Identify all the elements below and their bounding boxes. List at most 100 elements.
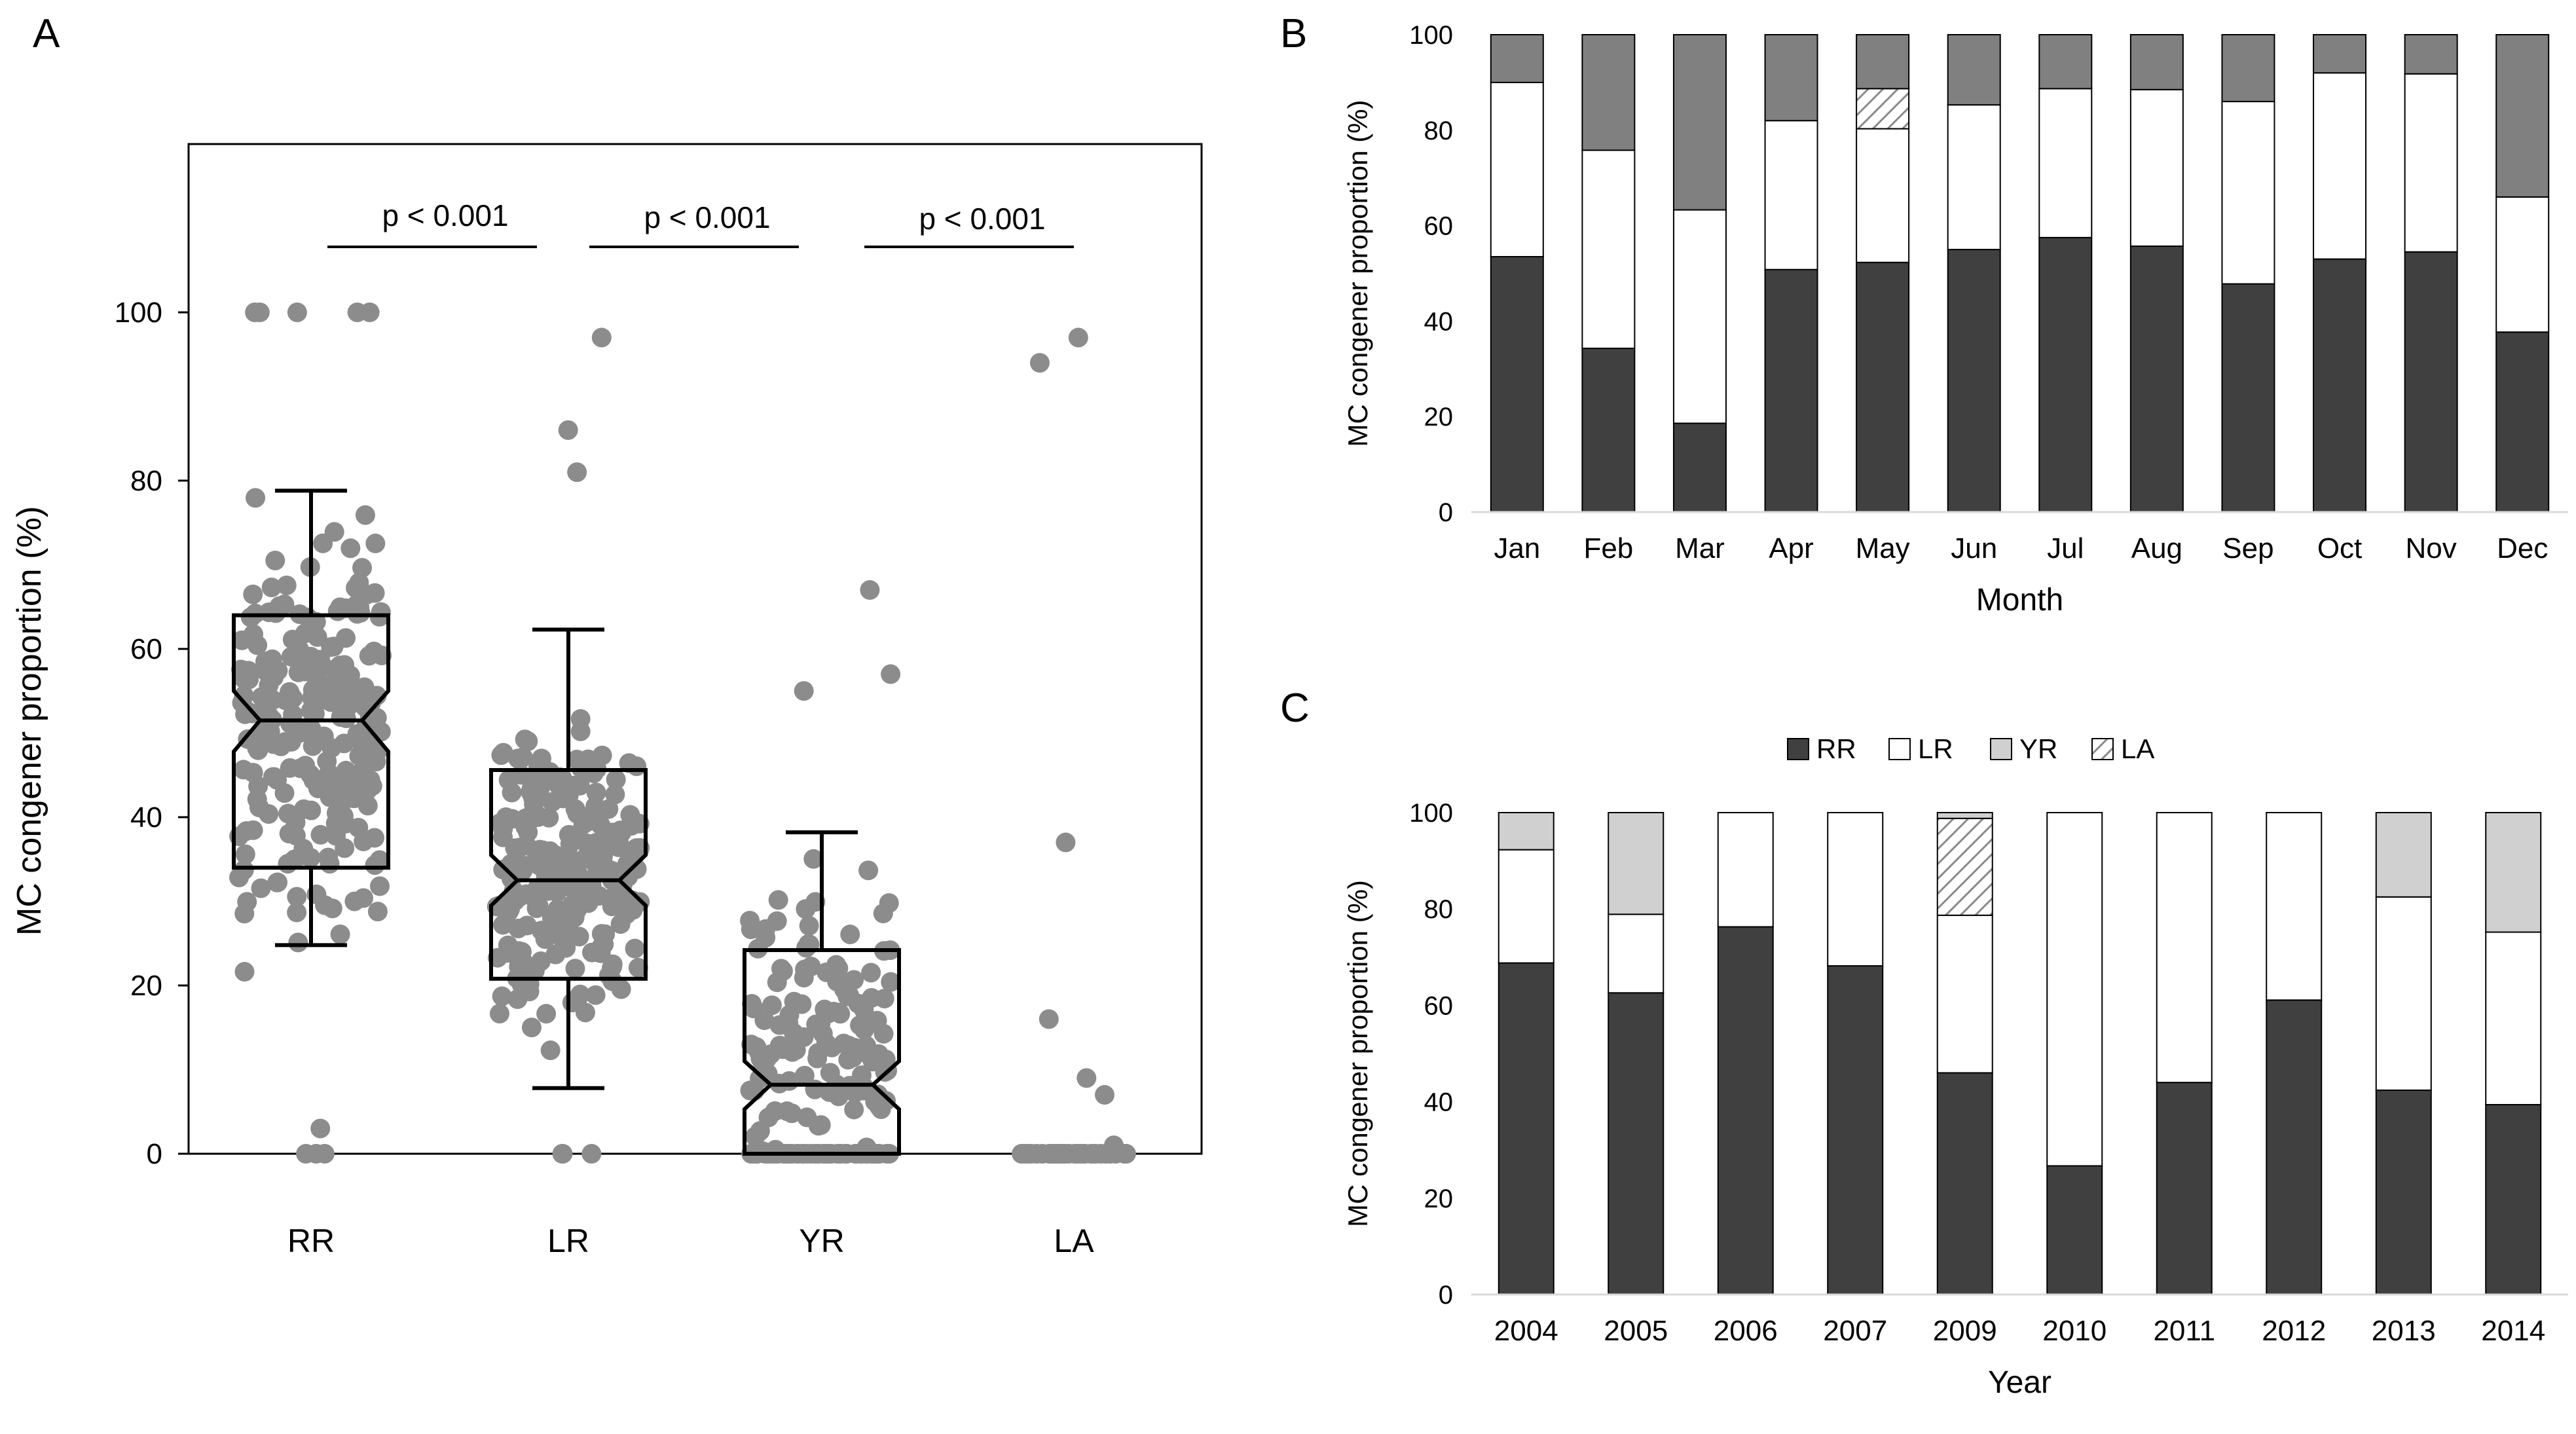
data-point — [243, 584, 263, 604]
data-point — [234, 962, 255, 982]
data-point — [329, 655, 350, 676]
data-point — [768, 890, 788, 910]
data-point — [234, 904, 255, 924]
data-point — [243, 820, 263, 840]
y-tick-label: 60 — [130, 633, 162, 665]
data-point — [320, 854, 340, 874]
x-tick-label: Sep — [2222, 532, 2273, 564]
bar-segment — [2495, 331, 2550, 513]
data-point — [591, 327, 612, 348]
data-point — [808, 1042, 828, 1063]
bar-segment — [2313, 258, 2367, 513]
bar-segment — [2129, 245, 2184, 513]
bar-segment — [1856, 128, 1910, 263]
data-point — [303, 736, 323, 756]
y-tick-label: 40 — [1424, 307, 1454, 336]
bar-segment — [2313, 34, 2367, 74]
data-point — [769, 1035, 790, 1056]
y-tick-label: 80 — [1424, 895, 1454, 924]
bar-segment — [2313, 72, 2367, 260]
bar-segment — [2375, 1089, 2432, 1296]
data-point — [564, 856, 584, 876]
y-axis-title: MC congener proportion (%) — [1342, 880, 1373, 1227]
y-tick-label: 100 — [1409, 21, 1453, 50]
data-point — [628, 957, 648, 978]
data-point — [357, 584, 377, 604]
legend-label: LR — [1918, 733, 1953, 764]
y-tick-label: 100 — [1409, 799, 1453, 828]
data-point — [274, 783, 295, 803]
bar-segment — [2404, 34, 2458, 75]
data-point — [296, 1144, 316, 1164]
data-point — [844, 1099, 864, 1120]
y-tick-label: 20 — [1424, 403, 1454, 432]
x-tick-label: Apr — [1769, 532, 1813, 564]
bar-segment — [2375, 896, 2432, 1091]
data-point — [843, 1048, 863, 1068]
data-point — [866, 1047, 886, 1067]
data-point — [552, 1144, 572, 1164]
data-point — [301, 800, 322, 820]
data-point — [881, 664, 901, 684]
data-point — [858, 860, 879, 881]
data-point — [249, 303, 270, 322]
bar-segment — [1608, 992, 1665, 1296]
data-point — [340, 538, 361, 559]
data-point — [274, 595, 295, 615]
data-point — [619, 753, 639, 773]
bar-segment — [1947, 34, 2001, 106]
data-point — [773, 961, 793, 981]
data-point — [1065, 1144, 1085, 1164]
data-point — [748, 1042, 769, 1062]
x-tick-label: Nov — [2406, 532, 2457, 564]
data-point — [364, 828, 384, 848]
data-point — [359, 705, 380, 726]
data-point — [513, 811, 533, 832]
x-tick-label: 2010 — [2042, 1315, 2107, 1347]
bar-segment — [1490, 34, 1544, 83]
data-point — [1104, 1135, 1124, 1156]
x-tick-label: 2014 — [2481, 1315, 2545, 1347]
legend-swatch — [2091, 738, 2114, 760]
legend-swatch — [1990, 738, 2012, 760]
data-point — [848, 993, 868, 1014]
data-point — [871, 1099, 891, 1119]
data-point — [826, 955, 847, 975]
data-point — [799, 915, 819, 936]
data-point — [1076, 1068, 1097, 1088]
data-point — [359, 303, 380, 322]
y-tick-label: 20 — [130, 970, 162, 1002]
x-tick-label: 2011 — [2153, 1315, 2215, 1347]
x-tick-label: 2006 — [1714, 1315, 1778, 1347]
bar-segment — [1672, 422, 1727, 513]
data-point — [530, 839, 550, 860]
data-point — [344, 788, 364, 809]
bar-segment — [2404, 73, 2458, 253]
data-point — [585, 985, 606, 1005]
legend-swatch — [1888, 738, 1911, 760]
bar-segment — [1581, 149, 1636, 349]
data-point — [797, 1107, 817, 1128]
x-tick-label: YR — [799, 1223, 844, 1259]
legend-swatch — [1787, 738, 1809, 760]
data-point — [1032, 1144, 1052, 1164]
bar-segment — [1764, 120, 1818, 270]
bar-segment — [2221, 101, 2275, 285]
data-point — [570, 721, 591, 741]
bar-segment — [1856, 261, 1910, 513]
data-point — [547, 906, 567, 926]
bar-segment — [2129, 88, 2184, 247]
data-point — [740, 910, 760, 930]
x-tick-label: 2007 — [1823, 1315, 1887, 1347]
data-point — [536, 1004, 557, 1024]
data-point — [325, 686, 345, 706]
y-tick-label: 0 — [1439, 498, 1453, 527]
x-tick-label: May — [1856, 532, 1910, 564]
data-point — [566, 825, 587, 845]
legend-label: RR — [1816, 733, 1856, 764]
legend-label: YR — [2019, 733, 2057, 764]
data-point — [535, 929, 555, 949]
data-point — [275, 732, 295, 752]
x-tick-label: Jul — [2047, 532, 2084, 564]
y-tick-label: 80 — [130, 465, 162, 497]
